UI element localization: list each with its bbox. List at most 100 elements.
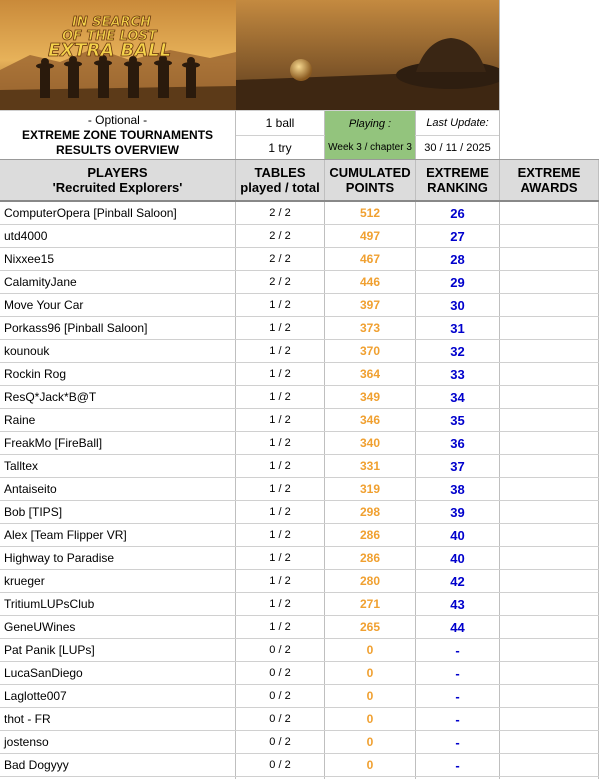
player-name: Nixxee15	[4, 252, 55, 266]
extreme-ranking: 38	[450, 482, 465, 497]
extreme-ranking: 40	[450, 551, 465, 566]
header-points-subtitle: POINTS	[345, 180, 395, 195]
row-divider	[0, 362, 599, 363]
table-row: Alex [Team Flipper VR] 1 / 2 286 40	[0, 524, 599, 547]
header-players-title: PLAYERS	[87, 165, 148, 180]
row-divider	[0, 753, 599, 754]
extreme-ranking: 31	[450, 321, 465, 336]
row-divider	[0, 523, 599, 524]
header-players-subtitle: 'Recruited Explorers'	[52, 180, 183, 195]
player-name: ComputerOpera [Pinball Saloon]	[4, 206, 177, 220]
extreme-ranking: 44	[450, 620, 465, 635]
header-ranking-subtitle: RANKING	[427, 180, 488, 195]
player-name: Porkass96 [Pinball Saloon]	[4, 321, 148, 335]
player-name: Alex [Team Flipper VR]	[4, 528, 127, 542]
title-line-1: EXTREME ZONE TOURNAMENTS	[21, 127, 214, 142]
header-awards-title: EXTREME	[517, 165, 581, 180]
player-name: Pat Panik [LUPs]	[4, 643, 95, 657]
table-row: Bad Dogyyy 0 / 2 0 -	[0, 754, 599, 777]
table-row: CalamityJane 2 / 2 446 29	[0, 271, 599, 294]
row-divider	[0, 661, 599, 662]
row-divider	[0, 385, 599, 386]
player-name: FreakMo [FireBall]	[4, 436, 103, 450]
table-row: Highway to Paradise 1 / 2 286 40	[0, 547, 599, 570]
tables-played: 0 / 2	[269, 759, 291, 771]
tables-played: 0 / 2	[269, 736, 291, 748]
table-row: Move Your Car 1 / 2 397 30	[0, 294, 599, 317]
extreme-ranking: 39	[450, 505, 465, 520]
row-divider	[0, 224, 599, 225]
cumulated-points: 286	[359, 528, 381, 542]
header-awards: EXTREME AWARDS	[500, 160, 598, 200]
table-row: Pat Panik [LUPs] 0 / 2 0 -	[0, 639, 599, 662]
row-divider	[0, 500, 599, 501]
cumulated-points: 497	[359, 229, 381, 243]
row-divider	[0, 592, 599, 593]
player-name: TritiumLUPsClub	[4, 597, 95, 611]
table-row: Antaiseito 1 / 2 319 38	[0, 478, 599, 501]
row-divider	[0, 270, 599, 271]
player-name: LucaSanDiego	[4, 666, 83, 680]
extreme-ranking: 43	[450, 597, 465, 612]
cumulated-points: 446	[359, 275, 381, 289]
tables-played: 1 / 2	[269, 414, 291, 426]
header-ranking-title: EXTREME	[426, 165, 489, 180]
extreme-ranking: 27	[450, 229, 465, 244]
player-name: kounouk	[4, 344, 50, 358]
cumulated-points: 364	[359, 367, 381, 381]
cumulated-points: 0	[366, 758, 374, 772]
table-row: GeneUWines 1 / 2 265 44	[0, 616, 599, 639]
tables-played: 0 / 2	[269, 690, 291, 702]
table-row: thot - FR 0 / 2 0 -	[0, 708, 599, 731]
header-tables-subtitle: played / total	[240, 180, 320, 195]
cumulated-points: 280	[359, 574, 381, 588]
table-row: LucaSanDiego 0 / 2 0 -	[0, 662, 599, 685]
tables-played: 2 / 2	[269, 276, 291, 288]
player-name: Move Your Car	[4, 298, 84, 312]
player-name: ResQ*Jack*B@T	[4, 390, 97, 404]
extreme-ranking: 33	[450, 367, 465, 382]
extreme-ranking: 30	[450, 298, 465, 313]
tables-played: 2 / 2	[269, 253, 291, 265]
cumulated-points: 0	[366, 712, 374, 726]
header-ranking: EXTREME RANKING	[416, 160, 499, 200]
table-row: Talltex 1 / 2 331 37	[0, 455, 599, 478]
table-row: Nixxee15 2 / 2 467 28	[0, 248, 599, 271]
extreme-ranking: 42	[450, 574, 465, 589]
try-count: 1 try	[268, 140, 292, 155]
extreme-ranking: 28	[450, 252, 465, 267]
table-row: utd4000 2 / 2 497 27	[0, 225, 599, 248]
table-row: ComputerOpera [Pinball Saloon] 2 / 2 512 26	[0, 202, 599, 225]
extreme-ranking: -	[455, 689, 460, 704]
player-name: utd4000	[4, 229, 48, 243]
header-players: PLAYERS 'Recruited Explorers'	[0, 160, 235, 200]
row-divider	[0, 569, 599, 570]
cumulated-points: 0	[366, 689, 374, 703]
table-row: Laglotte007 0 / 2 0 -	[0, 685, 599, 708]
update-date: 30 / 11 / 2025	[424, 141, 491, 154]
cumulated-points: 370	[359, 344, 381, 358]
ball-count: 1 ball	[265, 116, 295, 130]
row-divider	[0, 638, 599, 639]
player-name: Bad Dogyyy	[4, 758, 69, 772]
header-tables: TABLES played / total	[236, 160, 324, 200]
tables-played: 1 / 2	[269, 598, 291, 610]
header-awards-subtitle: AWARDS	[520, 180, 578, 195]
player-name: krueger	[4, 574, 45, 588]
table-row: ResQ*Jack*B@T 1 / 2 349 34	[0, 386, 599, 409]
tables-played: 1 / 2	[269, 299, 291, 311]
extreme-ranking: -	[455, 643, 460, 658]
cumulated-points: 271	[359, 597, 381, 611]
tables-played: 1 / 2	[269, 575, 291, 587]
extreme-ranking: 26	[450, 206, 465, 221]
svg-text:EXTRA BALL: EXTRA BALL	[48, 40, 171, 61]
table-row: krueger 1 / 2 280 42	[0, 570, 599, 593]
tables-played: 1 / 2	[269, 322, 291, 334]
player-name: Antaiseito	[4, 482, 57, 496]
cumulated-points: 373	[359, 321, 381, 335]
row-divider	[0, 247, 599, 248]
cumulated-points: 319	[359, 482, 381, 496]
row-divider	[0, 477, 599, 478]
header-points-title: CUMULATED	[329, 165, 411, 180]
row-divider	[0, 546, 599, 547]
